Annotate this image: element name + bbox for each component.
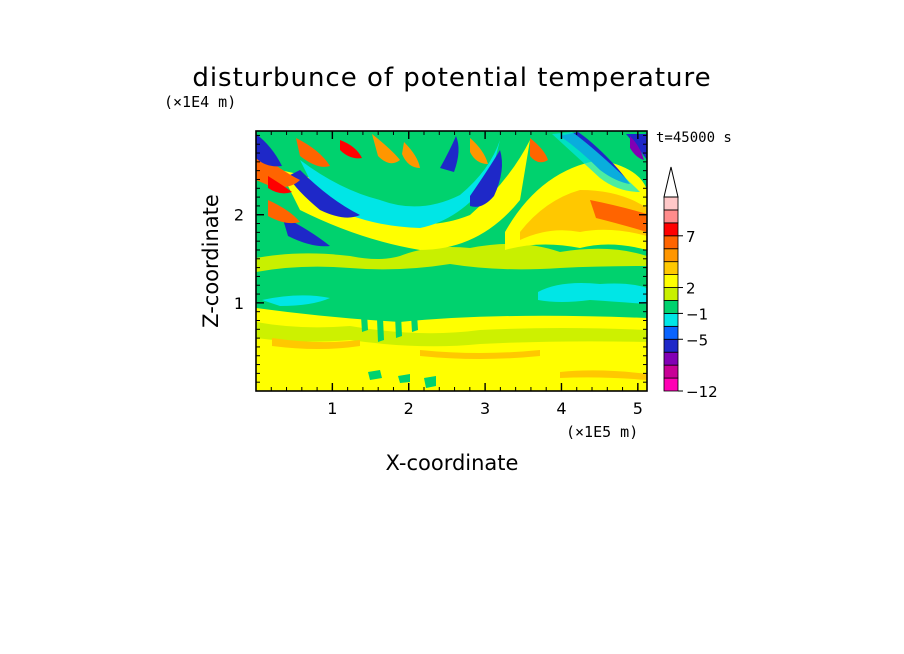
upper-orange-patch: [520, 190, 647, 240]
colorbar-segment: [663, 222, 679, 237]
upper-blue-corner: [256, 134, 282, 167]
colorbar: −12−5−127: [663, 166, 718, 401]
y-tick-label: 2: [234, 206, 244, 225]
upper-cyan-wave: [552, 132, 640, 192]
colorbar-label: 7: [686, 228, 696, 246]
colorbar-segment: [663, 287, 679, 301]
colorbar-label: −12: [686, 383, 718, 401]
plume-yellow: [280, 140, 530, 250]
plume-blue-right: [440, 136, 502, 207]
lower-orange-streaks: [272, 338, 647, 380]
y-tick-label: 1: [234, 294, 244, 313]
colorbar-segment: [663, 351, 679, 366]
colorbar-segment: [663, 325, 679, 340]
x-unit-label: (×1E5 m): [566, 423, 638, 441]
time-label: t=45000 s: [656, 130, 732, 146]
plume-blue-left: [282, 170, 360, 247]
mid-cyan-patch: [538, 283, 647, 304]
colorbar-label: −1: [686, 305, 708, 323]
upper-orange-left: [256, 138, 330, 224]
x-tick-label: 3: [480, 399, 490, 418]
upper-red-left: [268, 140, 362, 194]
mid-yellow-patch: [256, 243, 647, 272]
colorbar-segment: [663, 312, 679, 327]
surface-green-specks: [368, 370, 436, 388]
colorbar-segment: [663, 364, 679, 379]
upper-red-orange-patch: [530, 138, 647, 232]
chart-title: disturbunce of potential temperature: [192, 63, 711, 93]
contour-field: [256, 131, 647, 391]
x-tick-label: 2: [404, 399, 414, 418]
x-axis-label: X-coordinate: [386, 451, 519, 475]
colorbar-label: 2: [686, 280, 696, 298]
colorbar-segment: [663, 209, 679, 224]
colorbar-extend-arrow: [663, 166, 679, 198]
colorbar-label: −5: [686, 331, 708, 349]
plume-cyan: [300, 140, 500, 228]
colorbar-segment: [663, 248, 679, 263]
y-axis: 12: [234, 134, 647, 383]
colorbar-segment: [663, 261, 679, 275]
colorbar-segment: [663, 338, 679, 353]
colorbar-segment: [663, 300, 679, 314]
lower-yellow-layer: [256, 308, 647, 391]
x-tick-label: 4: [556, 399, 566, 418]
colorbar-segment: [663, 196, 679, 211]
colorbar-segment: [663, 377, 679, 392]
colorbar-segment: [663, 235, 679, 250]
x-tick-label: 5: [633, 399, 643, 418]
lower-lime-band: [256, 322, 647, 347]
plot-frame: [255, 130, 648, 392]
y-axis-label: Z-coordinate: [199, 194, 223, 328]
x-tick-label: 1: [327, 399, 337, 418]
mid-cyan-patch-left: [262, 295, 330, 306]
y-unit-label: (×1E4 m): [164, 93, 236, 111]
x-axis: 1 2 3 4 5: [270, 131, 643, 418]
colorbar-segment: [663, 274, 679, 288]
